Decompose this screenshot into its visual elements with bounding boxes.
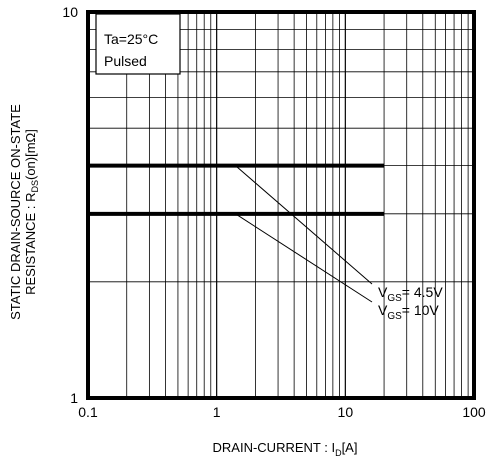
conditions-box: Ta=25°C Pulsed bbox=[95, 13, 181, 75]
x-tick-label: 10 bbox=[338, 404, 354, 420]
leader-line-10v bbox=[235, 213, 373, 303]
leader-line-4.5v bbox=[235, 165, 373, 285]
x-axis-title: DRAIN-CURRENT : ID[A] bbox=[213, 440, 358, 458]
plot-frame bbox=[86, 10, 476, 400]
legend-entry-vgs-4.5v: VGS= 4.5V bbox=[378, 284, 443, 304]
y-tick-label: 1 bbox=[70, 390, 78, 406]
x-tick-label: 0.1 bbox=[78, 404, 98, 420]
condition-temperature: Ta=25°C bbox=[104, 31, 158, 47]
condition-pulsed: Pulsed bbox=[104, 53, 147, 69]
legend-entry-vgs-10v: VGS= 10V bbox=[378, 302, 439, 322]
x-tick-label: 1 bbox=[213, 404, 221, 420]
legend-leader-lines bbox=[235, 165, 373, 303]
y-tick-label: 10 bbox=[62, 4, 78, 20]
y-axis-title: STATIC DRAIN-SOURCE ON-STATE RESISTANCE … bbox=[8, 104, 40, 320]
x-tick-label: 100 bbox=[462, 404, 486, 420]
y-axis-title-line1: STATIC DRAIN-SOURCE ON-STATE bbox=[8, 104, 23, 320]
y-axis-title-line2: RESISTANCE : RDS(on)[mΩ] bbox=[23, 129, 40, 295]
grid bbox=[88, 12, 474, 398]
